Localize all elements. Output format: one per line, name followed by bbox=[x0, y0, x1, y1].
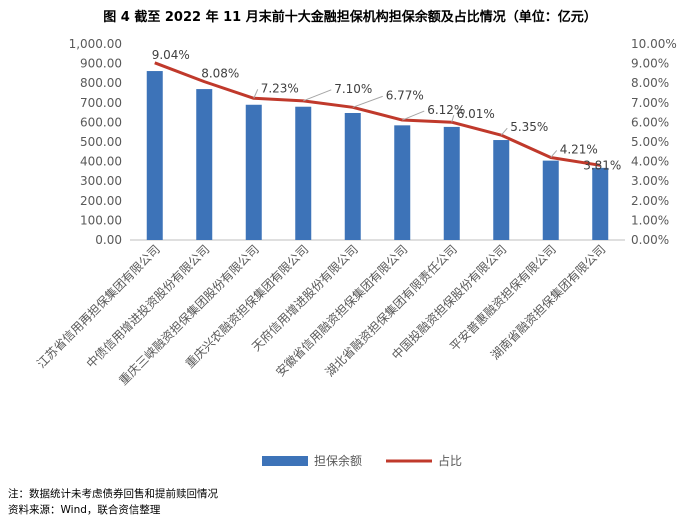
right-axis-tick-label: 4.00% bbox=[631, 155, 669, 169]
data-label: 6.12% bbox=[427, 103, 465, 117]
bars-group bbox=[146, 71, 609, 240]
data-label: 6.01% bbox=[457, 107, 495, 121]
source-text: 资料来源：Wind，联合资信整理 bbox=[8, 504, 161, 516]
footnotes: 注：数据统计未考虑债券回售和提前赎回情况 资料来源：Wind，联合资信整理 bbox=[8, 486, 218, 518]
legend: 担保余额 占比 bbox=[262, 453, 462, 468]
data-label-leader bbox=[500, 127, 508, 136]
left-axis-tick-label: 1,000.00 bbox=[69, 37, 122, 51]
right-axis-tick-label: 7.00% bbox=[631, 96, 669, 110]
bar bbox=[493, 140, 510, 240]
bar bbox=[394, 125, 411, 240]
data-label: 6.77% bbox=[386, 88, 424, 102]
category-labels-group: 江苏省信用再担保集团有限公司中债信用增进投资股份有限公司重庆三峡融资担保集团股份… bbox=[33, 242, 608, 388]
left-axis-tick-label: 400.00 bbox=[80, 155, 122, 169]
legend-line-label: 占比 bbox=[438, 453, 462, 468]
data-label-leader bbox=[451, 115, 455, 123]
data-label-leader bbox=[253, 89, 259, 99]
ratio-line-group: 9.04% 8.08% 7.23% 7.10% 6.77%6.12%6.01% 5.35%… bbox=[152, 48, 622, 173]
combo-chart: 0.00 100.00 200.00 300.00 400.00 500.00 600.00… bbox=[33, 37, 677, 468]
right-axis-tick-label: 2.00% bbox=[631, 194, 669, 208]
data-label-leader bbox=[550, 150, 558, 158]
axes-group: 0.00 100.00 200.00 300.00 400.00 500.00 600.00… bbox=[69, 37, 677, 247]
left-axis-tick-label: 600.00 bbox=[80, 115, 122, 129]
legend-bar-label: 担保余额 bbox=[314, 453, 362, 468]
ratio-line bbox=[154, 61, 601, 167]
left-axis-tick-label: 200.00 bbox=[80, 194, 122, 208]
left-axis-tick-label: 300.00 bbox=[80, 174, 122, 188]
left-axis-tick-label: 900.00 bbox=[80, 57, 122, 71]
bar bbox=[542, 160, 559, 240]
data-label: 7.10% bbox=[334, 82, 372, 96]
note-text: 注：数据统计未考虑债券回售和提前赎回情况 bbox=[8, 488, 218, 500]
data-label: 4.21% bbox=[560, 142, 598, 156]
bar bbox=[295, 106, 312, 240]
left-axis-tick-label: 800.00 bbox=[80, 76, 122, 90]
right-axis-tick-label: 3.00% bbox=[631, 174, 669, 188]
left-axis-tick-label: 700.00 bbox=[80, 96, 122, 110]
right-axis-tick-label: 8.00% bbox=[631, 76, 669, 90]
left-axis-tick-label: 500.00 bbox=[80, 135, 122, 149]
right-axis-tick-label: 10.00% bbox=[631, 37, 677, 51]
data-label: 7.23% bbox=[261, 81, 299, 95]
data-label: 9.04% bbox=[152, 48, 190, 62]
left-axis-tick-label: 0.00 bbox=[95, 233, 122, 247]
right-axis-tick-label: 9.00% bbox=[631, 57, 669, 71]
figure-title: 图 4 截至 2022 年 11 月末前十大金融担保机构担保余额及占比情况（单位… bbox=[103, 10, 597, 25]
data-label: 5.35% bbox=[510, 120, 548, 134]
right-axis-tick-label: 0.00% bbox=[631, 233, 669, 247]
right-axis-tick-label: 6.00% bbox=[631, 115, 669, 129]
data-label-leader bbox=[352, 95, 383, 108]
bar bbox=[344, 112, 361, 240]
right-axis-tick-label: 1.00% bbox=[631, 213, 669, 227]
data-label: 3.81% bbox=[583, 158, 621, 172]
data-label-leader bbox=[303, 89, 332, 102]
right-axis-tick-label: 5.00% bbox=[631, 135, 669, 149]
legend-bar-swatch bbox=[262, 456, 308, 466]
bar bbox=[146, 71, 163, 240]
bar bbox=[592, 167, 609, 240]
left-axis-tick-label: 100.00 bbox=[80, 213, 122, 227]
bar bbox=[245, 104, 262, 240]
data-label: 8.08% bbox=[201, 67, 239, 81]
bar bbox=[443, 126, 460, 240]
bar bbox=[196, 89, 213, 240]
data-label-leader bbox=[402, 110, 425, 121]
